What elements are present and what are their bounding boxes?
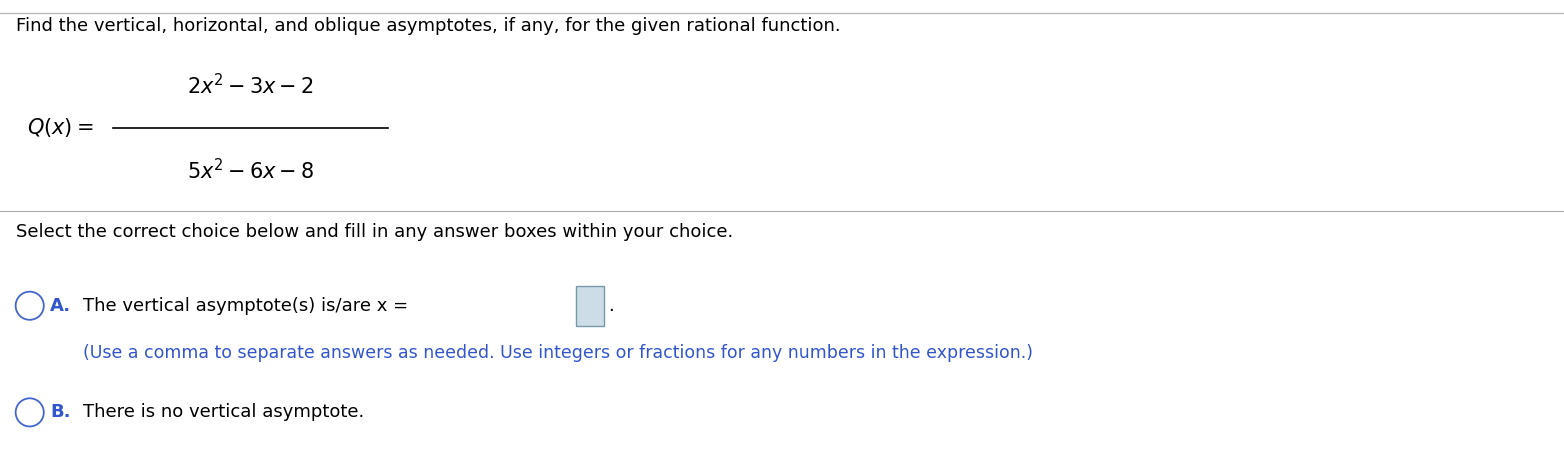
Text: There is no vertical asymptote.: There is no vertical asymptote. <box>83 403 364 421</box>
Ellipse shape <box>16 292 44 320</box>
Text: Select the correct choice below and fill in any answer boxes within your choice.: Select the correct choice below and fill… <box>16 223 734 241</box>
Ellipse shape <box>16 398 44 427</box>
Text: A.: A. <box>50 297 72 315</box>
FancyBboxPatch shape <box>576 285 604 326</box>
Text: .: . <box>608 297 615 315</box>
Text: $5x^2 - 6x - 8$: $5x^2 - 6x - 8$ <box>186 158 314 183</box>
Text: (Use a comma to separate answers as needed. Use integers or fractions for any nu: (Use a comma to separate answers as need… <box>83 344 1032 362</box>
Text: B.: B. <box>50 403 70 421</box>
Text: Find the vertical, horizontal, and oblique asymptotes, if any, for the given rat: Find the vertical, horizontal, and obliq… <box>16 17 840 35</box>
Text: The vertical asymptote(s) is/are x =: The vertical asymptote(s) is/are x = <box>83 297 414 315</box>
Text: $2x^2 - 3x - 2$: $2x^2 - 3x - 2$ <box>188 73 313 98</box>
Text: $Q(x) =$: $Q(x) =$ <box>27 117 94 139</box>
